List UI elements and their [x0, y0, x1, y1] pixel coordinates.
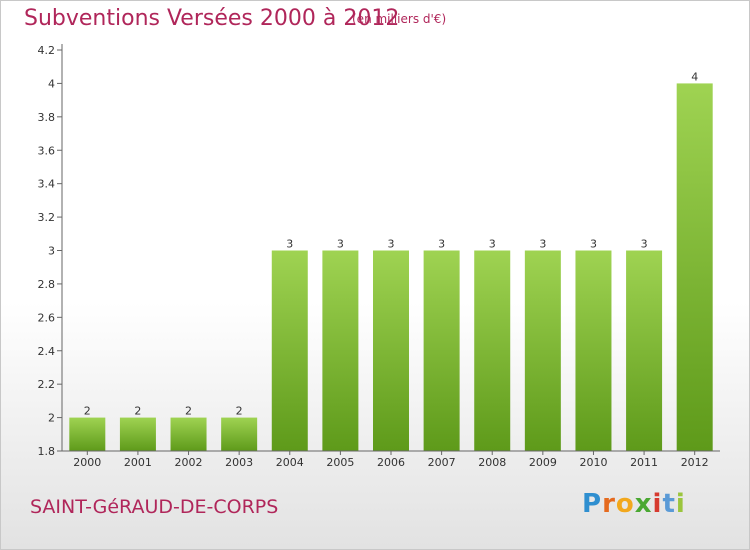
- bar: [423, 250, 460, 451]
- bar: [322, 250, 359, 451]
- data-label: 3: [337, 238, 344, 251]
- data-label: 3: [438, 238, 445, 251]
- data-label: 3: [539, 238, 546, 251]
- x-tick-label: 2002: [175, 456, 203, 469]
- x-tick-label: 2000: [73, 456, 101, 469]
- logo-letter: P: [582, 489, 603, 519]
- data-label: 3: [590, 238, 597, 251]
- chart-subtitle: (en milliers d'€): [352, 12, 447, 26]
- x-tick-label: 2006: [377, 456, 405, 469]
- y-tick-label: 4: [48, 77, 55, 90]
- bar: [119, 417, 156, 451]
- data-label: 3: [286, 238, 293, 251]
- logo-letter: i: [652, 489, 663, 519]
- x-tick-label: 2011: [630, 456, 658, 469]
- bar: [575, 250, 612, 451]
- x-tick-label: 2012: [681, 456, 709, 469]
- data-label: 2: [236, 405, 243, 418]
- y-tick-label: 3.2: [38, 211, 56, 224]
- data-label: 2: [185, 405, 192, 418]
- commune-name: SAINT-GéRAUD-DE-CORPS: [30, 496, 279, 518]
- bar: [373, 250, 409, 451]
- x-tick-label: 2008: [478, 456, 506, 469]
- logo-letter: i: [675, 489, 686, 519]
- x-tick-label: 2003: [225, 456, 253, 469]
- data-label: 3: [489, 238, 496, 251]
- y-tick-label: 3.8: [38, 111, 56, 124]
- data-label: 4: [691, 70, 698, 83]
- logo-letter: t: [662, 489, 676, 519]
- y-tick-label: 3.4: [38, 178, 56, 191]
- proxiti-logo: Proxiti: [582, 489, 686, 519]
- logo-letter: o: [615, 489, 635, 519]
- logo-letter: x: [634, 489, 653, 519]
- y-tick-label: 2.8: [38, 278, 56, 291]
- logo-letter: r: [602, 489, 616, 519]
- data-label: 2: [84, 405, 91, 418]
- x-tick-label: 2009: [529, 456, 557, 469]
- data-label: 2: [134, 405, 141, 418]
- x-tick-label: 2004: [276, 456, 304, 469]
- bar: [524, 250, 561, 451]
- y-tick-label: 1.8: [38, 445, 56, 458]
- y-tick-label: 4.2: [38, 44, 56, 57]
- bar: [170, 417, 207, 451]
- bar: [271, 250, 308, 451]
- y-tick-label: 2: [48, 412, 55, 425]
- y-tick-label: 3: [48, 245, 55, 258]
- x-tick-label: 2007: [428, 456, 456, 469]
- y-tick-label: 2.4: [38, 345, 56, 358]
- data-label: 3: [641, 238, 648, 251]
- bar: [626, 250, 663, 451]
- bar: [676, 83, 713, 452]
- bar: [69, 417, 106, 451]
- bar: [474, 250, 511, 451]
- bar: [221, 417, 258, 451]
- y-tick-label: 3.6: [38, 144, 56, 157]
- data-label: 3: [388, 238, 395, 251]
- chart-title: Subventions Versées 2000 à 2012: [24, 6, 400, 31]
- x-tick-label: 2010: [579, 456, 607, 469]
- x-tick-label: 2001: [124, 456, 152, 469]
- y-tick-label: 2.2: [38, 378, 56, 391]
- y-tick-label: 2.6: [38, 311, 56, 324]
- x-tick-label: 2005: [326, 456, 354, 469]
